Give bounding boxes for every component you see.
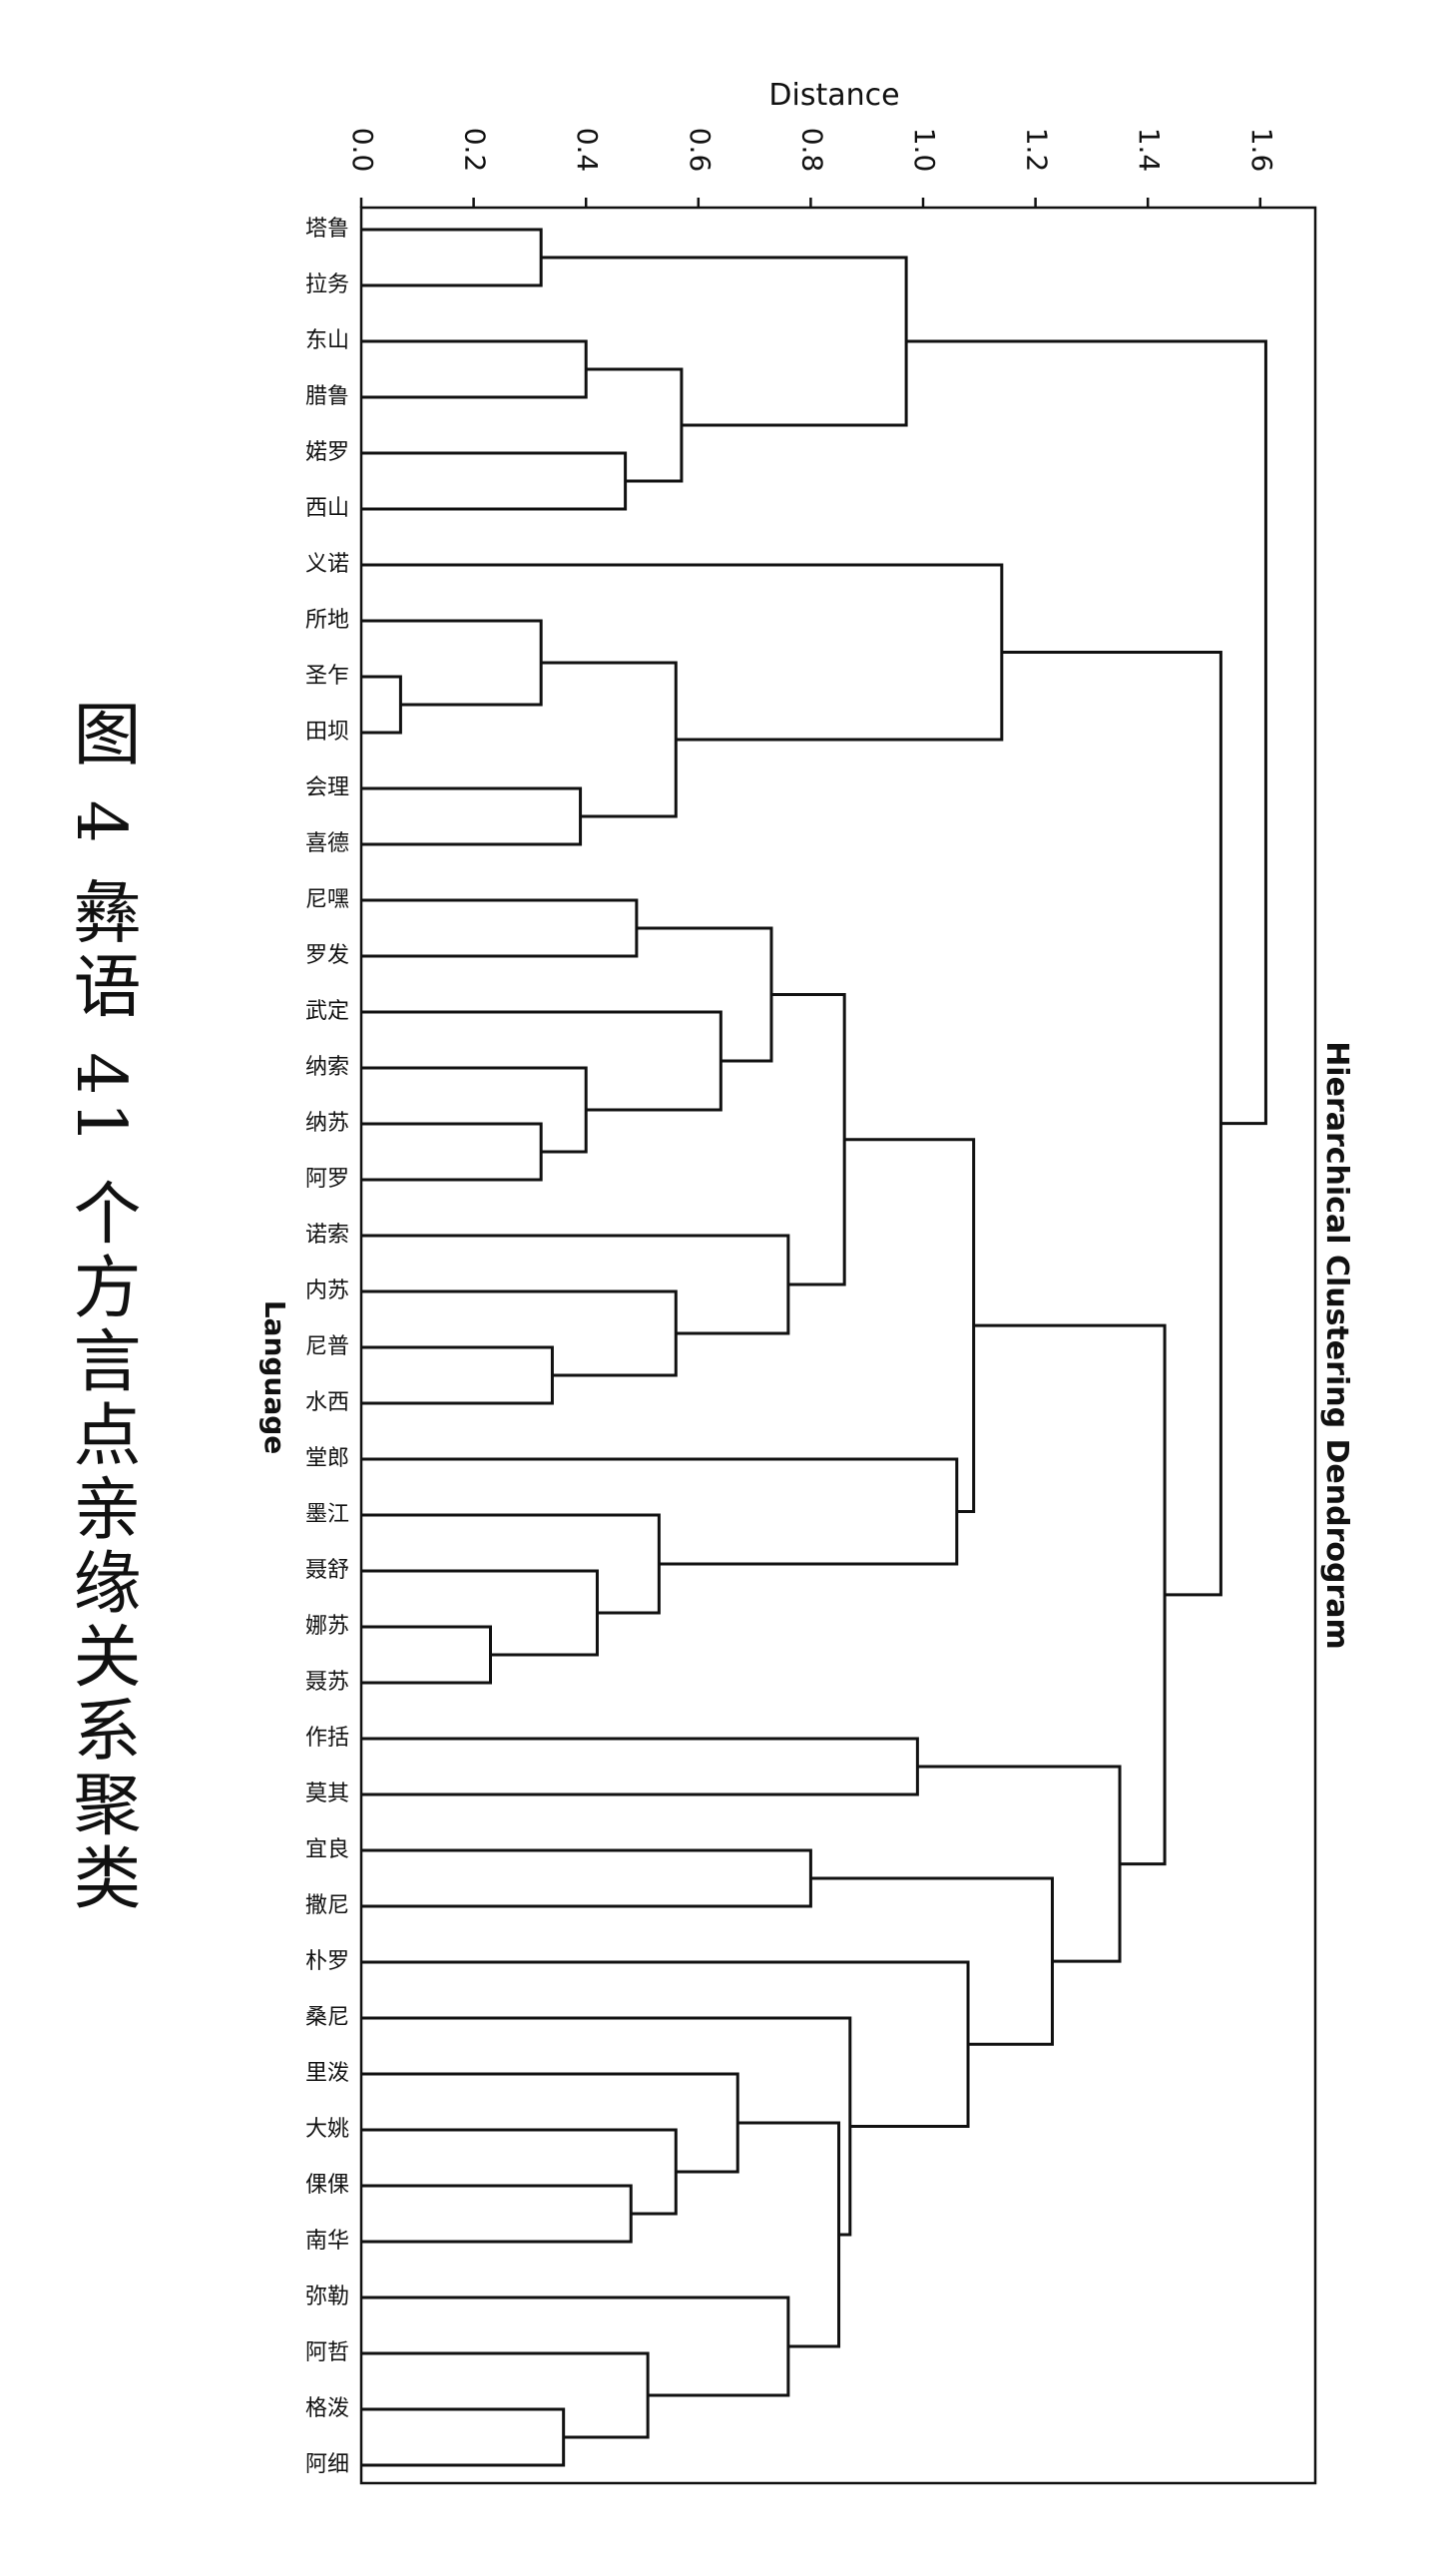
leaf-label: 朴罗 bbox=[305, 1949, 349, 1974]
x-tick-label: 1.2 bbox=[1021, 128, 1054, 173]
dendrogram-link bbox=[361, 1122, 543, 1182]
dendrogram-link bbox=[361, 619, 543, 707]
x-axis-title: Distance bbox=[768, 78, 899, 113]
dendrogram-link bbox=[361, 1960, 970, 2128]
leaf-label: 纳索 bbox=[305, 1055, 349, 1080]
leaf-label: 墨江 bbox=[305, 1502, 349, 1527]
dendrogram-link bbox=[361, 2407, 566, 2467]
leaf-label: 塔鲁 bbox=[305, 217, 349, 242]
dendrogram-link bbox=[361, 2072, 739, 2174]
figure-caption: 图 4 彝语 41 个方言点亲缘关系聚类 bbox=[61, 699, 140, 1917]
leaf-label: 大姚 bbox=[305, 2117, 349, 2142]
plot-frame bbox=[359, 206, 1317, 2485]
leaf-label: 田坝 bbox=[305, 720, 349, 745]
leaf-label: 莫其 bbox=[305, 1782, 349, 1806]
leaf-label: 阿细 bbox=[305, 2452, 349, 2477]
x-tick-label: 0.2 bbox=[459, 128, 492, 173]
x-tick-label: 0.4 bbox=[571, 128, 604, 173]
leaf-label: 水西 bbox=[305, 1390, 349, 1415]
leaf-label: 尼普 bbox=[305, 1334, 349, 1359]
x-tick-label: 0.0 bbox=[346, 128, 379, 173]
leaf-label: 宜良 bbox=[305, 1837, 349, 1862]
leaf-label: 格泼 bbox=[305, 2396, 349, 2421]
dendrogram-link bbox=[844, 1138, 976, 1513]
leaf-label: 撒尼 bbox=[305, 1893, 349, 1918]
leaf-label: 尼嘿 bbox=[305, 887, 349, 912]
leaf-label: 倮倮 bbox=[305, 2173, 349, 2198]
dendrogram-link bbox=[361, 451, 628, 511]
dendrogram-link bbox=[361, 786, 583, 846]
dendrogram-link bbox=[361, 1848, 812, 1908]
leaf-label: 桑尼 bbox=[305, 2005, 349, 2030]
dendrogram-link bbox=[541, 661, 678, 818]
dendrogram-link bbox=[636, 926, 773, 1063]
dendrogram-link bbox=[973, 1323, 1167, 1866]
dendrogram-link bbox=[361, 1289, 678, 1377]
leaf-label: 聂舒 bbox=[305, 1558, 349, 1583]
leaf-label: 诺索 bbox=[305, 1223, 349, 1248]
dendrogram-link bbox=[917, 1765, 1122, 1963]
dendrogram-link bbox=[361, 1513, 661, 1615]
leaf-label: 里泼 bbox=[305, 2061, 349, 2086]
leaf-label: 阿罗 bbox=[305, 1167, 349, 1192]
dendrogram-link bbox=[361, 1625, 492, 1685]
leaf-label: 罗发 bbox=[305, 943, 349, 968]
x-tick-label: 0.6 bbox=[684, 128, 717, 173]
leaf-label: 圣乍 bbox=[305, 664, 349, 689]
dendrogram-link bbox=[361, 675, 402, 735]
dendrogram-link bbox=[541, 256, 908, 427]
dendrogram-link bbox=[361, 2351, 650, 2439]
leaf-label: 聂苏 bbox=[305, 1670, 349, 1695]
dendrogram-link bbox=[361, 898, 639, 958]
dendrogram-link bbox=[361, 2184, 633, 2244]
leaf-label: 喜德 bbox=[305, 831, 349, 856]
dendrogram-link bbox=[361, 1569, 599, 1657]
leaf-label: 义诺 bbox=[305, 552, 349, 577]
leaf-label: 阿哲 bbox=[305, 2340, 349, 2365]
x-tick-label: 0.8 bbox=[795, 128, 828, 173]
dendrogram-link bbox=[1001, 651, 1222, 1597]
dendrogram-link bbox=[906, 339, 1267, 1126]
x-tick-label: 1.6 bbox=[1245, 128, 1278, 173]
leaf-label: 武定 bbox=[305, 999, 349, 1024]
leaf-label: 腊鲁 bbox=[305, 384, 349, 409]
chart-title: Hierarchical Clustering Dendrogram bbox=[1319, 1041, 1354, 1650]
leaf-label: 娜苏 bbox=[305, 1614, 349, 1639]
dendrogram-link bbox=[361, 228, 543, 287]
dendrogram-link bbox=[361, 2016, 852, 2237]
leaf-label: 堂郎 bbox=[305, 1446, 349, 1471]
leaf-label: 西山 bbox=[305, 496, 349, 521]
leaf-label: 东山 bbox=[305, 328, 349, 353]
leaf-label: 婼罗 bbox=[305, 440, 349, 465]
leaf-label: 南华 bbox=[305, 2229, 349, 2254]
dendrogram-link bbox=[361, 2128, 678, 2216]
dendrogram-link bbox=[361, 1737, 919, 1796]
dendrogram-link bbox=[361, 1010, 723, 1112]
leaf-label: 作括 bbox=[305, 1726, 349, 1751]
dendrogram-links bbox=[361, 228, 1267, 2467]
leaf-label: 所地 bbox=[305, 608, 349, 633]
leaf-label: 会理 bbox=[305, 775, 349, 800]
dendrogram-link bbox=[361, 2296, 790, 2397]
x-axis-ticks: 0.0 0.2 0.4 0.6 0.8 1.0 1.2 1.4 1.6 bbox=[346, 128, 1278, 208]
leaf-labels: 塔鲁拉务东山腊鲁婼罗西山义诺所地圣乍田坝会理喜德尼嘿罗发武定纳索纳苏阿罗诺索内苏… bbox=[305, 217, 349, 2477]
x-tick-label: 1.0 bbox=[908, 128, 941, 173]
leaf-label: 拉务 bbox=[305, 272, 349, 297]
x-tick-label: 1.4 bbox=[1133, 128, 1166, 173]
dendrogram-link bbox=[361, 1234, 790, 1335]
dendrogram-link bbox=[361, 1066, 588, 1154]
dendrogram-link bbox=[361, 339, 588, 399]
leaf-label: 弥勒 bbox=[305, 2285, 349, 2309]
dendrogram-link bbox=[770, 993, 846, 1286]
dendrogram-link bbox=[361, 563, 1004, 742]
y-axis-title: Language bbox=[258, 1300, 291, 1455]
dendrogram-link bbox=[586, 367, 684, 483]
dendrogram-link bbox=[361, 1345, 554, 1405]
leaf-label: 内苏 bbox=[305, 1279, 349, 1303]
leaf-label: 纳苏 bbox=[305, 1111, 349, 1136]
